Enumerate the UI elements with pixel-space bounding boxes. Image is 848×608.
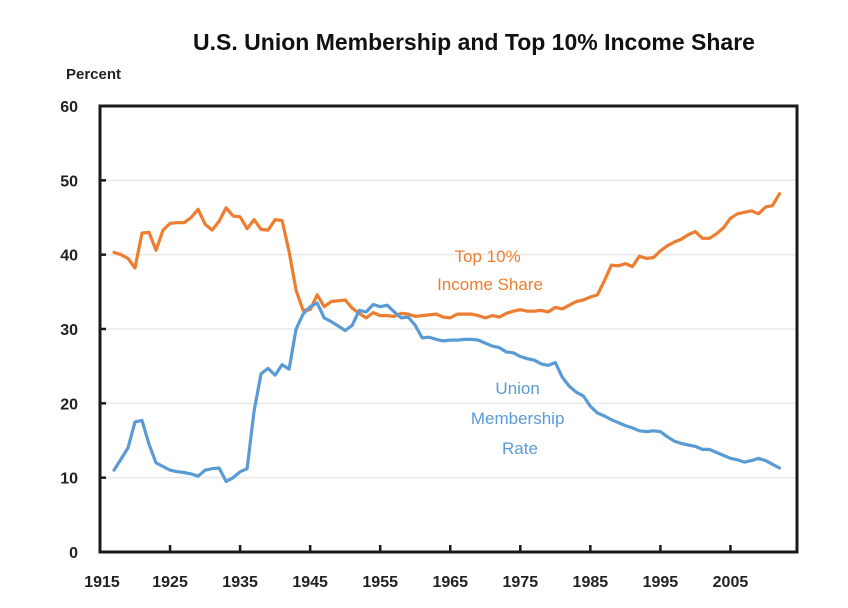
chart-title: U.S. Union Membership and Top 10% Income… — [193, 29, 755, 55]
x-tick-label-1935: 1935 — [222, 574, 258, 591]
y-tick-label-20: 20 — [60, 396, 78, 413]
x-tick-label-1975: 1975 — [503, 574, 539, 591]
x-tick-label-1985: 1985 — [573, 574, 609, 591]
union-rate-annotation-line-2: Membership — [471, 409, 565, 428]
y-tick-label-30: 30 — [60, 322, 78, 339]
y-axis-label: Percent — [66, 66, 121, 83]
series-line-union-membership-rate — [112, 301, 782, 483]
income-share-annotation-line-1: Top 10% — [455, 247, 521, 266]
gridlines — [100, 179, 797, 479]
x-tick-label-1925: 1925 — [152, 574, 188, 591]
series-points-top-10-income-share — [114, 193, 780, 318]
income-share-annotation-line-2: Income Share — [437, 275, 543, 294]
series-points-union-membership-rate — [114, 302, 780, 482]
income-share-annotation: Top 10% Income Share — [437, 247, 543, 294]
y-axis-ticks: 0 10 20 30 40 50 60 — [60, 99, 106, 562]
y-tick-label-40: 40 — [60, 248, 78, 265]
union-rate-annotation: Union Membership Rate — [471, 379, 569, 458]
series-line-top-10-income-share — [112, 192, 782, 320]
x-tick-label-1915: 1915 — [84, 574, 120, 591]
x-axis-ticks: 1915 1925 1935 1945 1955 1965 1975 1985 1995 2005 — [84, 545, 748, 591]
y-tick-label-50: 50 — [60, 173, 78, 190]
union-rate-annotation-line-1: Union — [495, 379, 539, 398]
series-group — [112, 192, 782, 483]
union-rate-annotation-line-3: Rate — [502, 439, 538, 458]
x-tick-label-1955: 1955 — [362, 574, 398, 591]
plot-frame — [98, 104, 799, 554]
y-tick-label-10: 10 — [60, 471, 78, 488]
x-tick-label-1965: 1965 — [432, 574, 468, 591]
x-tick-label-1945: 1945 — [292, 574, 328, 591]
x-tick-label-1995: 1995 — [643, 574, 679, 591]
y-tick-label-0: 0 — [69, 545, 78, 562]
y-tick-label-60: 60 — [60, 99, 78, 116]
x-tick-label-2005: 2005 — [713, 574, 749, 591]
